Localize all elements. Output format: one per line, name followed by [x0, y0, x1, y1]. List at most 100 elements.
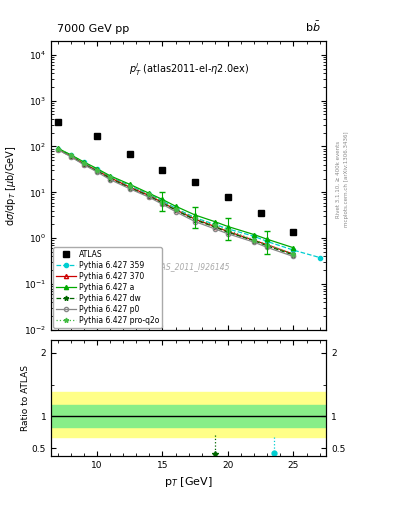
Pythia 6.427 p0: [291, 253, 296, 260]
Pythia 6.427 a: [213, 219, 217, 225]
Pythia 6.427 dw: [68, 153, 73, 159]
Pythia 6.427 370: [173, 206, 178, 212]
Pythia 6.427 dw: [265, 243, 270, 249]
Pythia 6.427 p0: [108, 177, 112, 183]
Pythia 6.427 p0: [226, 231, 230, 237]
Pythia 6.427 dw: [213, 224, 217, 230]
Bar: [51, 405, 326, 427]
Pythia 6.427 359: [226, 226, 230, 232]
Pythia 6.427 359: [127, 183, 132, 189]
Pythia 6.427 a: [265, 236, 270, 242]
Pythia 6.427 dw: [55, 146, 60, 153]
Pythia 6.427 370: [226, 228, 230, 234]
Bar: [51, 392, 326, 437]
Pythia 6.427 dw: [108, 176, 112, 182]
Pythia 6.427 370: [291, 251, 296, 257]
Pythia 6.427 dw: [226, 229, 230, 236]
Pythia 6.427 a: [226, 223, 230, 229]
Text: ATLAS_2011_I926145: ATLAS_2011_I926145: [147, 262, 230, 271]
Pythia 6.427 359: [291, 247, 296, 253]
Text: 7000 GeV pp: 7000 GeV pp: [57, 24, 129, 34]
Pythia 6.427 370: [193, 216, 198, 222]
ATLAS: [55, 118, 60, 124]
Pythia 6.427 a: [127, 181, 132, 187]
Pythia 6.427 dw: [291, 252, 296, 258]
Pythia 6.427 370: [147, 193, 152, 199]
Pythia 6.427 dw: [95, 168, 99, 174]
Pythia 6.427 359: [193, 215, 198, 221]
Text: $p_T^l$ (atlas2011-el-$\eta$2.0ex): $p_T^l$ (atlas2011-el-$\eta$2.0ex): [129, 61, 249, 78]
Pythia 6.427 dw: [252, 238, 257, 244]
Pythia 6.427 pro-q2o: [173, 206, 178, 212]
Pythia 6.427 359: [213, 221, 217, 227]
Pythia 6.427 370: [68, 153, 73, 159]
Pythia 6.427 p0: [193, 219, 198, 225]
Text: b$\bar{b}$: b$\bar{b}$: [305, 19, 321, 34]
Pythia 6.427 a: [108, 173, 112, 179]
Pythia 6.427 359: [265, 239, 270, 245]
Pythia 6.427 pro-q2o: [55, 145, 60, 152]
ATLAS: [258, 210, 263, 217]
ATLAS: [291, 228, 296, 234]
Y-axis label: d$\sigma$/dp$_T$ [$\mu$b/GeV]: d$\sigma$/dp$_T$ [$\mu$b/GeV]: [4, 145, 18, 226]
Pythia 6.427 359: [81, 159, 86, 165]
ATLAS: [160, 167, 165, 174]
Pythia 6.427 370: [95, 167, 99, 174]
Pythia 6.427 359: [252, 233, 257, 240]
Pythia 6.427 a: [252, 231, 257, 238]
Pythia 6.427 pro-q2o: [147, 191, 152, 198]
X-axis label: p$_T$ [GeV]: p$_T$ [GeV]: [164, 475, 213, 489]
Pythia 6.427 p0: [173, 208, 178, 215]
Pythia 6.427 359: [55, 145, 60, 152]
Pythia 6.427 370: [81, 161, 86, 167]
Pythia 6.427 dw: [127, 185, 132, 191]
Pythia 6.427 pro-q2o: [95, 167, 99, 173]
Pythia 6.427 a: [160, 197, 165, 203]
Pythia 6.427 pro-q2o: [160, 199, 165, 205]
Line: Pythia 6.427 a: Pythia 6.427 a: [55, 146, 296, 250]
Pythia 6.427 359: [173, 205, 178, 211]
Pythia 6.427 a: [147, 190, 152, 197]
Pythia 6.427 a: [68, 152, 73, 158]
Pythia 6.427 359: [147, 191, 152, 198]
Pythia 6.427 359: [68, 152, 73, 158]
Pythia 6.427 pro-q2o: [265, 242, 270, 248]
Pythia 6.427 p0: [68, 154, 73, 160]
Pythia 6.427 359: [108, 174, 112, 180]
Line: Pythia 6.427 pro-q2o: Pythia 6.427 pro-q2o: [55, 146, 296, 256]
Pythia 6.427 p0: [265, 244, 270, 250]
Pythia 6.427 pro-q2o: [291, 251, 296, 257]
Pythia 6.427 370: [108, 175, 112, 181]
Pythia 6.427 p0: [252, 239, 257, 245]
Pythia 6.427 p0: [213, 226, 217, 232]
Line: Pythia 6.427 370: Pythia 6.427 370: [55, 147, 296, 256]
ATLAS: [226, 194, 230, 200]
Pythia 6.427 a: [95, 165, 99, 172]
Pythia 6.427 p0: [55, 146, 60, 153]
Line: Pythia 6.427 359: Pythia 6.427 359: [55, 146, 322, 260]
Pythia 6.427 pro-q2o: [81, 160, 86, 166]
Pythia 6.427 a: [55, 145, 60, 151]
Pythia 6.427 p0: [160, 201, 165, 207]
Pythia 6.427 370: [127, 184, 132, 190]
Pythia 6.427 p0: [95, 169, 99, 175]
Pythia 6.427 pro-q2o: [127, 183, 132, 189]
Pythia 6.427 dw: [193, 217, 198, 223]
Line: ATLAS: ATLAS: [54, 118, 297, 235]
Pythia 6.427 dw: [147, 193, 152, 199]
Pythia 6.427 a: [173, 203, 178, 209]
Pythia 6.427 pro-q2o: [193, 216, 198, 222]
Pythia 6.427 pro-q2o: [252, 237, 257, 243]
Pythia 6.427 370: [160, 200, 165, 206]
ATLAS: [127, 151, 132, 157]
Pythia 6.427 pro-q2o: [68, 152, 73, 158]
Pythia 6.427 359: [160, 198, 165, 204]
ATLAS: [95, 133, 99, 139]
Pythia 6.427 359: [95, 166, 99, 172]
Y-axis label: Ratio to ATLAS: Ratio to ATLAS: [22, 365, 31, 431]
Pythia 6.427 370: [213, 223, 217, 229]
Pythia 6.427 pro-q2o: [226, 227, 230, 233]
Pythia 6.427 a: [291, 245, 296, 251]
Pythia 6.427 p0: [147, 194, 152, 200]
Pythia 6.427 a: [193, 212, 198, 218]
